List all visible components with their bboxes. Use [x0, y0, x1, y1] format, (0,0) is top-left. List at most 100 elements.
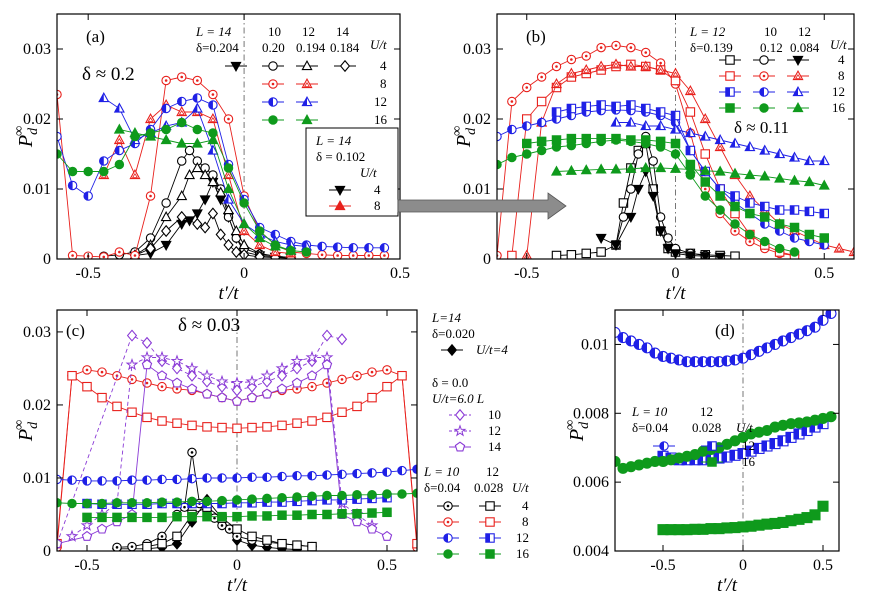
data-point — [382, 507, 392, 518]
data-point — [127, 407, 137, 417]
data-point — [172, 474, 182, 485]
data-point — [260, 368, 274, 382]
data-point — [366, 523, 378, 534]
data-point — [745, 236, 755, 247]
data-point — [566, 54, 577, 65]
data-point — [581, 133, 591, 144]
panel-b-label: (b) — [526, 27, 546, 46]
data-point — [551, 135, 562, 145]
data-point — [625, 212, 637, 223]
data-point — [721, 355, 733, 367]
data-point — [367, 392, 377, 403]
data-point — [825, 310, 837, 319]
data-point — [187, 511, 197, 522]
data-point — [112, 542, 122, 551]
data-point — [833, 242, 845, 253]
data-point — [699, 113, 711, 124]
data-point — [176, 117, 187, 128]
data-point — [337, 490, 347, 501]
data-point — [774, 226, 785, 236]
panel-c: -0.5 0 0.5 0 0.01 0.02 0.03 t′/t Pd∞ (c) δ ≈ 0.0… — [12, 309, 530, 596]
legend-marker — [792, 55, 804, 66]
data-point — [803, 176, 815, 187]
data-point — [596, 42, 606, 53]
data-point — [611, 101, 621, 112]
data-point — [277, 538, 287, 549]
data-point — [176, 72, 187, 82]
panel-c-label: (c) — [66, 321, 85, 340]
x-tick-label: -0.5 — [76, 265, 101, 282]
y-tick-label: 0.03 — [23, 324, 51, 341]
data-point — [617, 331, 629, 344]
legend-header-l: L = 14 — [195, 24, 232, 39]
y-tick-label: 0.006 — [573, 474, 609, 491]
data-point — [306, 370, 318, 381]
data-point — [317, 250, 327, 259]
data-point — [247, 531, 257, 542]
legend-marker — [268, 61, 278, 71]
data-point — [183, 169, 196, 180]
legend-header: 14 — [336, 24, 350, 39]
data-point — [626, 135, 636, 145]
data-point — [222, 169, 235, 180]
data-point — [322, 412, 332, 423]
panel-c-legend-purple: δ = 0.0 U/t=6.0 L 10 12 14 — [432, 375, 502, 454]
x-tick-label: 0 — [233, 557, 241, 574]
data-point — [142, 498, 152, 508]
x-tick-label: -0.5 — [514, 265, 539, 282]
legend-row-label: 10 — [488, 407, 501, 422]
data-point — [125, 357, 139, 371]
data-point — [82, 498, 92, 509]
legend-delta: 0.028 — [474, 480, 503, 495]
data-point — [744, 141, 756, 152]
data-point — [745, 208, 755, 219]
data-point — [536, 145, 547, 156]
legend-marker — [230, 61, 242, 72]
data-point — [83, 191, 93, 201]
data-point — [96, 523, 108, 534]
legend-delta: 0.12 — [760, 40, 783, 55]
y-axis-label: Pd∞ — [450, 126, 479, 148]
data-point — [566, 103, 577, 114]
data-point — [112, 401, 122, 412]
data-point — [382, 381, 392, 392]
data-point — [232, 524, 242, 534]
y-tick-label: 0.01 — [581, 336, 609, 353]
x-tick-label: 0.5 — [377, 557, 397, 574]
data-point — [625, 60, 637, 71]
data-point — [292, 492, 302, 502]
data-point — [521, 149, 532, 159]
data-point — [348, 243, 358, 253]
series-line — [57, 97, 385, 249]
data-point — [352, 401, 362, 412]
data-point — [144, 130, 157, 141]
legend-header-l: L = 10 — [631, 404, 668, 419]
panel-d-plot: -0.5 0 0.5 0.004 0.006 0.008 0.01 t′/t Pd∞ — [563, 309, 840, 596]
data-point — [176, 96, 187, 107]
panel-a: -0.5 0 0.5 0 0.01 0.02 0.03 t′/t Pd∞ (a) δ ≈ 0.2… — [12, 13, 410, 304]
data-point — [699, 252, 711, 259]
data-point — [729, 167, 741, 178]
data-point — [307, 381, 317, 392]
legend-row-label: 8 — [380, 76, 387, 91]
legend-row-label: 4 — [838, 52, 845, 67]
panel-d-label: (d) — [715, 321, 735, 340]
legend-marker — [485, 501, 495, 511]
data-point — [670, 138, 681, 149]
legend-marker — [792, 102, 804, 113]
data-point — [536, 136, 547, 147]
panel-a-plot: -0.5 0 0.5 0 0.01 0.02 0.03 t′/t Pd∞ — [12, 13, 410, 304]
data-point — [566, 133, 577, 144]
data-point — [191, 137, 203, 148]
y-tick-label: 0.004 — [573, 543, 609, 560]
data-point — [699, 164, 711, 175]
data-point — [129, 169, 141, 180]
data-point — [262, 535, 272, 545]
data-point — [352, 490, 362, 500]
data-point — [157, 531, 167, 542]
data-point — [759, 212, 770, 222]
data-point — [633, 338, 645, 350]
data-point — [640, 120, 652, 131]
data-point — [191, 209, 203, 220]
data-point — [176, 156, 187, 166]
